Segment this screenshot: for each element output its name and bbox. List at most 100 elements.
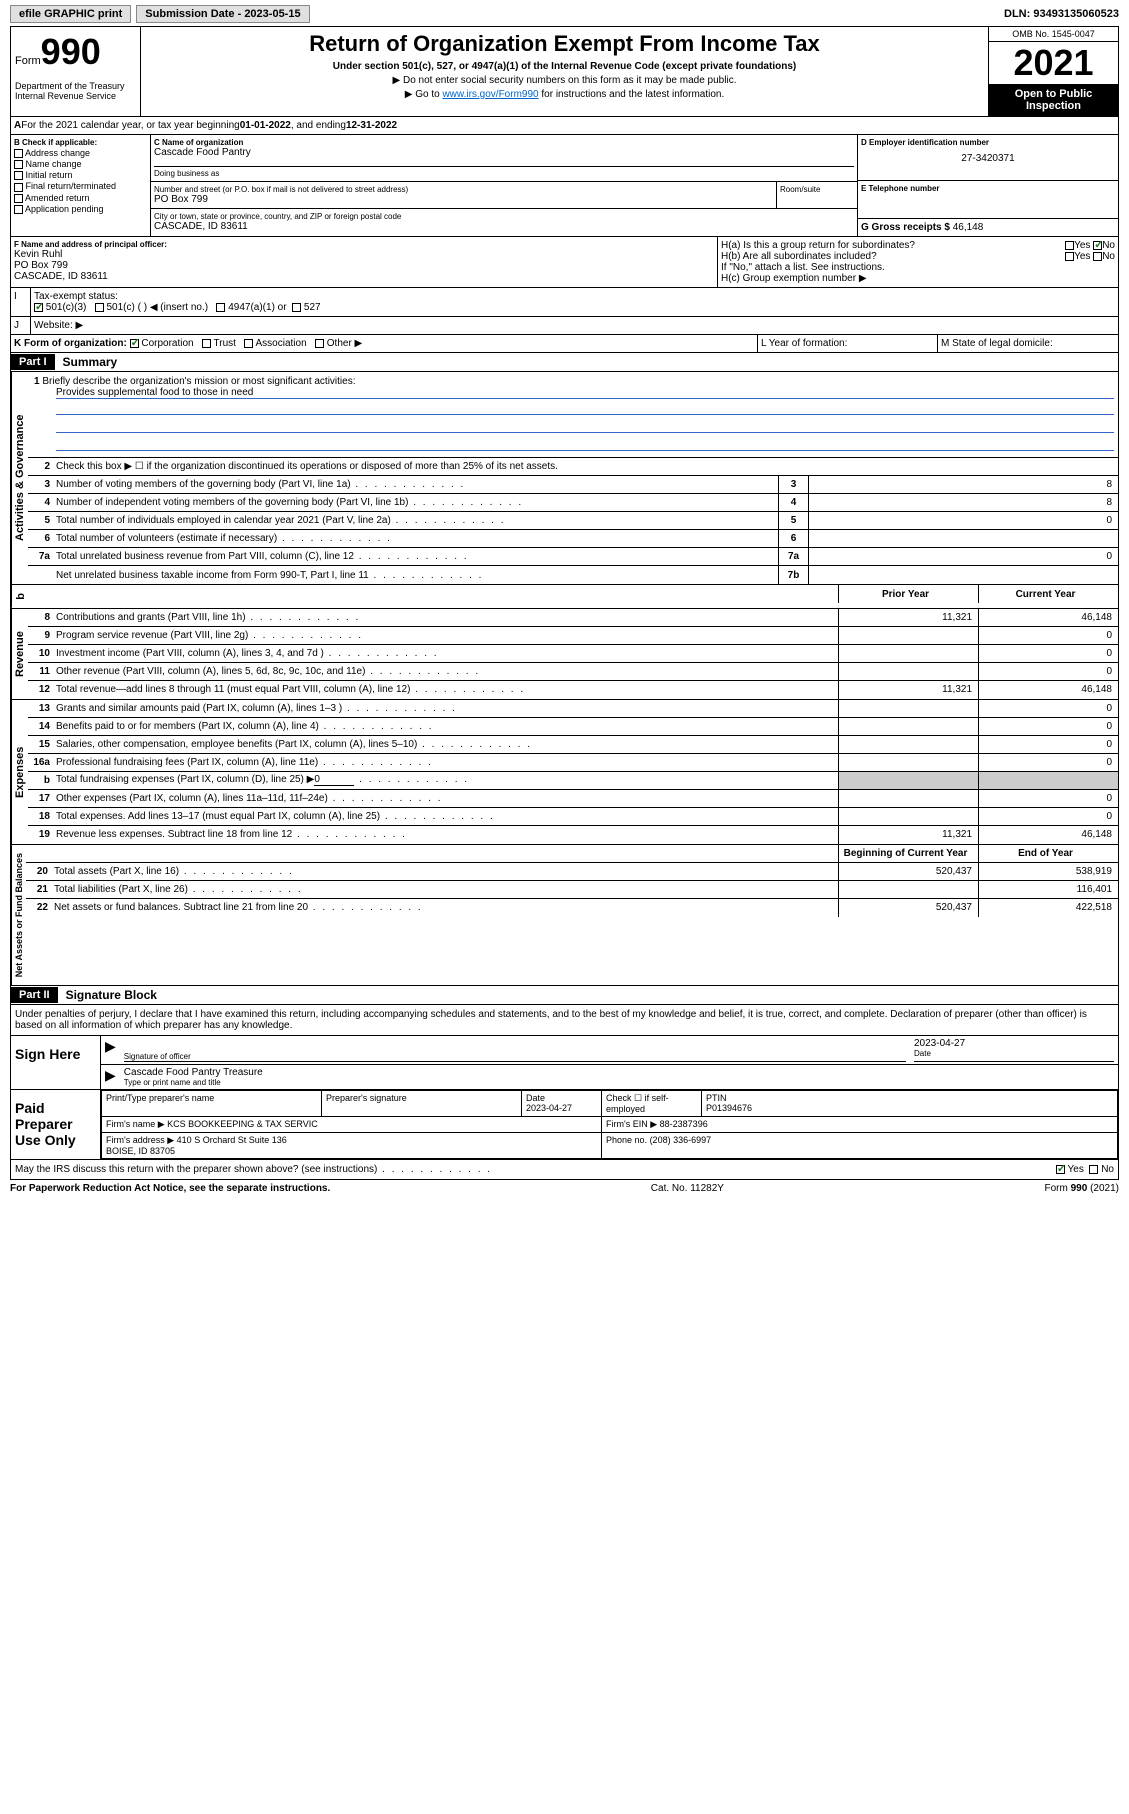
current-value: 0 — [978, 627, 1118, 644]
discuss-yes-checkbox[interactable] — [1056, 1165, 1065, 1174]
summary-line: Other expenses (Part IX, column (A), lin… — [56, 791, 838, 806]
summary-line: Number of voting members of the governin… — [56, 477, 778, 492]
checkbox[interactable] — [14, 171, 23, 180]
side-net-assets: Net Assets or Fund Balances — [11, 845, 26, 985]
checkbox[interactable] — [14, 149, 23, 158]
org-form-checkbox[interactable] — [244, 339, 253, 348]
summary-line: Other revenue (Part VIII, column (A), li… — [56, 664, 838, 679]
current-value: 422,518 — [978, 899, 1118, 917]
footer-center: Cat. No. 11282Y — [651, 1183, 724, 1194]
irs-link[interactable]: www.irs.gov/Form990 — [442, 89, 538, 100]
ha-yes-checkbox[interactable] — [1065, 241, 1074, 250]
checkbox[interactable] — [14, 194, 23, 203]
current-value: 0 — [978, 808, 1118, 825]
summary-line: Total revenue—add lines 8 through 11 (mu… — [56, 682, 838, 697]
firm-phone-label: Phone no. — [606, 1135, 647, 1145]
prior-value — [838, 627, 978, 644]
current-value: 0 — [978, 663, 1118, 680]
section-b: B Check if applicable: Address change Na… — [11, 135, 151, 236]
main-title: Return of Organization Exempt From Incom… — [145, 31, 984, 57]
omb-number: OMB No. 1545-0047 — [989, 27, 1118, 42]
open-inspection: Open to Public Inspection — [989, 84, 1118, 116]
website-label: Website: ▶ — [31, 317, 1118, 334]
line-box: 5 — [778, 512, 808, 529]
discuss-no-checkbox[interactable] — [1089, 1165, 1098, 1174]
top-bar: efile GRAPHIC print Submission Date - 20… — [10, 5, 1119, 23]
prior-value: 11,321 — [838, 609, 978, 626]
side-activities: Activities & Governance — [11, 372, 28, 584]
org-form-checkbox[interactable] — [130, 339, 139, 348]
ha-no-checkbox[interactable] — [1093, 241, 1102, 250]
firm-ein: 88-2387396 — [660, 1119, 708, 1129]
efile-button[interactable]: efile GRAPHIC print — [10, 5, 131, 23]
state-domicile: M State of legal domicile: — [938, 335, 1118, 352]
prior-value — [838, 754, 978, 771]
sig-date-label: Date — [914, 1049, 1114, 1058]
501c-checkbox[interactable] — [95, 303, 104, 312]
summary-line: Salaries, other compensation, employee b… — [56, 737, 838, 752]
subtitle: Under section 501(c), 527, or 4947(a)(1)… — [145, 61, 984, 72]
gross-receipts-label: G Gross receipts $ — [861, 222, 950, 233]
summary-line: Number of independent voting members of … — [56, 495, 778, 510]
summary-line: Professional fundraising fees (Part IX, … — [56, 755, 838, 770]
form-header: Form990 Department of the Treasury Inter… — [10, 26, 1119, 117]
ha-label: H(a) Is this a group return for subordin… — [721, 240, 915, 251]
mission-label: Briefly describe the organization's miss… — [42, 376, 355, 387]
self-employed-check[interactable]: Check ☐ if self-employed — [606, 1093, 669, 1114]
line-box: 7b — [778, 566, 808, 584]
side-revenue: Revenue — [11, 609, 28, 699]
col-prior: Prior Year — [838, 585, 978, 603]
line-a: A For the 2021 calendar year, or tax yea… — [10, 117, 1119, 135]
501c3-checkbox[interactable] — [34, 303, 43, 312]
527-checkbox[interactable] — [292, 303, 301, 312]
officer-city: CASCADE, ID 83611 — [14, 271, 714, 282]
prior-value — [838, 736, 978, 753]
current-value: 46,148 — [978, 681, 1118, 699]
summary-line: Total fundraising expenses (Part IX, col… — [56, 772, 838, 788]
line-box: 6 — [778, 530, 808, 547]
gross-receipts-value: 46,148 — [953, 222, 984, 233]
org-form-checkbox[interactable] — [202, 339, 211, 348]
hb-yes-checkbox[interactable] — [1065, 252, 1074, 261]
line2: Check this box ▶ ☐ if the organization d… — [56, 459, 1118, 474]
4947-checkbox[interactable] — [216, 303, 225, 312]
prior-value — [838, 808, 978, 825]
firm-name: KCS BOOKKEEPING & TAX SERVIC — [167, 1119, 318, 1129]
hb-no-checkbox[interactable] — [1093, 252, 1102, 261]
ein-value: 27-3420371 — [861, 153, 1115, 164]
current-value: 46,148 — [978, 826, 1118, 844]
summary-line: Contributions and grants (Part VIII, lin… — [56, 610, 838, 625]
tax-year: 2021 — [989, 42, 1118, 84]
checkbox[interactable] — [14, 183, 23, 192]
sig-officer-label: Signature of officer — [124, 1052, 906, 1061]
line-value — [808, 530, 1118, 547]
checkbox[interactable] — [14, 160, 23, 169]
prior-value — [838, 790, 978, 807]
line-value: 8 — [808, 476, 1118, 493]
sig-date-value: 2023-04-27 — [914, 1038, 1114, 1049]
mission-value: Provides supplemental food to those in n… — [56, 387, 1114, 399]
ein-label: D Employer identification number — [861, 138, 1115, 147]
addr-label: Number and street (or P.O. box if mail i… — [154, 185, 773, 194]
hb-label: H(b) Are all subordinates included? — [721, 251, 877, 262]
prior-value: 11,321 — [838, 826, 978, 844]
summary-line: Revenue less expenses. Subtract line 18 … — [56, 827, 838, 842]
summary-line: Total unrelated business revenue from Pa… — [56, 549, 778, 564]
hb-note: If "No," attach a list. See instructions… — [721, 262, 1115, 273]
summary-line: Net unrelated business taxable income fr… — [56, 568, 778, 583]
summary-line: Total number of individuals employed in … — [56, 513, 778, 528]
prior-value — [838, 663, 978, 680]
firm-name-label: Firm's name ▶ — [106, 1119, 165, 1129]
room-label: Room/suite — [777, 182, 857, 208]
summary-line: Investment income (Part VIII, column (A)… — [56, 646, 838, 661]
submission-date: Submission Date - 2023-05-15 — [136, 5, 309, 23]
current-value: 0 — [978, 754, 1118, 771]
checkbox[interactable] — [14, 205, 23, 214]
prior-value — [838, 881, 978, 898]
form-label: Form — [15, 55, 41, 67]
org-form-checkbox[interactable] — [315, 339, 324, 348]
tax-exempt-label: Tax-exempt status: — [34, 291, 118, 302]
prep-date: 2023-04-27 — [526, 1103, 572, 1113]
prep-sig-label: Preparer's signature — [326, 1093, 407, 1103]
col-current: Current Year — [978, 585, 1118, 603]
